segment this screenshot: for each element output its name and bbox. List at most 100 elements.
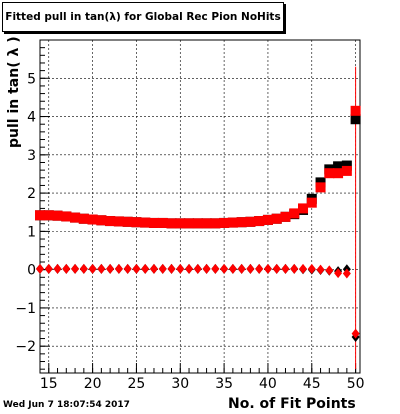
square-marker [61, 211, 72, 222]
square-marker [113, 216, 124, 227]
square-marker [131, 217, 142, 228]
square-marker [175, 218, 186, 229]
square-marker [341, 160, 352, 171]
x-tick-label: 40 [259, 376, 277, 392]
diamond-marker [167, 263, 176, 274]
diamond-marker [36, 263, 44, 274]
x-tick-label: 45 [303, 376, 321, 392]
square-marker [333, 168, 344, 179]
diamond-marker [132, 263, 141, 274]
y-tick-label: 2 [27, 186, 36, 202]
diamond-marker [149, 263, 158, 274]
x-tick-label: 35 [215, 376, 233, 392]
y-tick-label: −2 [15, 339, 36, 355]
square-marker [166, 218, 177, 229]
square-marker [271, 213, 282, 224]
square-marker [350, 105, 361, 116]
x-axis-label: No. of Fit Points [228, 396, 356, 412]
square-marker [289, 208, 300, 219]
square-marker [140, 217, 151, 228]
square-marker [341, 165, 352, 176]
diamond-marker [62, 263, 71, 274]
diamond-marker [237, 263, 246, 274]
y-tick-label: 4 [27, 110, 36, 126]
diamond-marker [290, 263, 299, 274]
data-markers [35, 105, 361, 343]
y-tick-label: 1 [27, 224, 36, 240]
diamond-marker [316, 264, 325, 275]
square-marker [219, 217, 230, 228]
diamond-marker [351, 328, 360, 339]
square-marker [245, 216, 256, 227]
x-tick-label: 50 [347, 376, 365, 392]
square-marker [96, 215, 107, 226]
square-marker [298, 203, 309, 214]
diamond-marker [299, 263, 308, 274]
y-axis-label: pull in tan( λ ) [6, 36, 22, 148]
diamond-marker [106, 263, 115, 274]
diamond-marker [325, 265, 334, 276]
diamond-marker [272, 263, 281, 274]
square-marker [52, 210, 63, 221]
timestamp: Wed Jun 7 18:07:54 2017 [3, 400, 130, 410]
x-tick-label: 30 [171, 376, 189, 392]
diamond-marker [53, 263, 62, 274]
diamond-marker [193, 263, 202, 274]
diamond-marker [307, 263, 316, 274]
x-axis-ticks: 15 20 25 30 35 40 45 50 [39, 363, 365, 392]
square-marker [306, 197, 317, 208]
x-tick-label: 25 [128, 376, 146, 392]
diamond-marker [211, 263, 220, 274]
diamond-marker [71, 263, 80, 274]
square-marker [315, 182, 326, 193]
square-marker [157, 217, 168, 228]
diamond-marker [342, 268, 351, 279]
diamond-marker [141, 263, 150, 274]
diamond-marker [263, 263, 272, 274]
square-marker [105, 216, 116, 227]
square-marker [210, 218, 221, 229]
chart-title: Fitted pull in tan(λ) for Global Rec Pio… [2, 2, 284, 32]
diamond-marker [246, 263, 255, 274]
diamond-marker [281, 263, 290, 274]
square-marker [184, 218, 195, 229]
diamond-marker [202, 263, 211, 274]
square-marker [280, 211, 291, 222]
square-marker [324, 168, 335, 179]
plot-frame [39, 39, 361, 374]
diamond-marker [220, 263, 229, 274]
diamond-marker [88, 263, 97, 274]
square-marker [254, 216, 265, 227]
diamond-marker [228, 263, 237, 274]
square-marker [333, 161, 344, 172]
x-tick-label: 20 [84, 376, 102, 392]
square-marker [70, 212, 81, 223]
y-tick-label: 0 [27, 263, 36, 279]
square-marker [227, 217, 238, 228]
y-tick-label: −1 [15, 301, 36, 317]
y-tick-label: 3 [27, 148, 36, 164]
square-marker [87, 214, 98, 225]
square-marker [43, 210, 54, 221]
square-marker [35, 210, 45, 221]
diamond-marker [79, 263, 88, 274]
diamond-marker [255, 263, 264, 274]
square-marker [148, 217, 159, 228]
square-marker [350, 114, 361, 125]
diamond-marker [114, 263, 123, 274]
square-marker [122, 216, 133, 227]
diamond-marker [158, 263, 167, 274]
x-tick-label: 15 [40, 376, 58, 392]
diamond-marker [123, 263, 132, 274]
y-tick-label: 5 [27, 71, 36, 87]
square-marker [201, 218, 212, 229]
diamond-marker [185, 263, 194, 274]
diamond-marker [334, 268, 343, 279]
diamond-marker [97, 263, 106, 274]
diamond-marker [176, 263, 185, 274]
diamond-marker [44, 263, 53, 274]
square-marker [262, 214, 273, 225]
square-marker [78, 213, 89, 224]
square-marker [192, 218, 203, 229]
